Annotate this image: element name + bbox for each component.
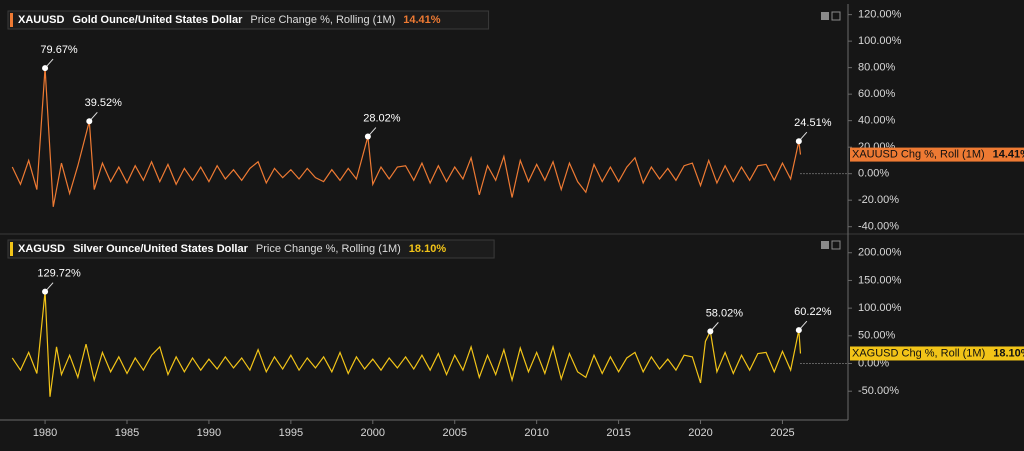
legend-symbol: XAGUSD: [18, 243, 65, 255]
legend-swatch: [10, 13, 13, 27]
annotation-dot: [86, 118, 93, 125]
annotation-dot: [795, 327, 802, 334]
legend-background: [7, 10, 490, 30]
y-tick-label: 0.00%: [858, 168, 889, 180]
annotation-dot: [42, 65, 49, 72]
series-line: [11, 291, 802, 397]
series-line: [11, 68, 802, 207]
x-tick-label: 2005: [442, 427, 466, 439]
panel-icons: [821, 11, 841, 250]
x-tick-label: 2025: [770, 427, 794, 439]
legend-last-label: 18.10%: [409, 243, 447, 255]
legend[interactable]: XAUUSD Gold Ounce/United States Dollar Pri…: [7, 10, 490, 30]
annotation-label: 28.02%: [363, 112, 401, 124]
maximize-icon[interactable]: [831, 240, 841, 250]
x-tick-label: 1980: [33, 427, 57, 439]
x-tick-label: 1985: [115, 427, 139, 439]
legend-swatch: [10, 242, 13, 256]
last-value-tag: XAUUSD Chg %, Roll (1M) 14.41%: [850, 147, 1024, 162]
tag-background: [850, 346, 1024, 361]
legend-last-label: 14.41%: [403, 14, 441, 26]
y-tick-label: 120.00%: [858, 9, 902, 21]
tag-value: 14.41%: [993, 148, 1024, 160]
annotation-label: 60.22%: [794, 306, 832, 318]
x-tick-label: 2015: [606, 427, 630, 439]
x-tick-label: 2000: [361, 427, 385, 439]
y-tick-label: -40.00%: [858, 221, 899, 233]
x-tick-label: 2010: [524, 427, 548, 439]
annotation-label: 24.51%: [794, 117, 832, 129]
annotation-label: 58.02%: [706, 307, 744, 319]
x-tick-label: 1995: [279, 427, 303, 439]
y-tick-label: 60.00%: [858, 88, 896, 100]
annotation-dot: [707, 328, 714, 335]
y-tick-label: 100.00%: [858, 302, 902, 314]
expand-icon[interactable]: [821, 241, 829, 249]
y-tick-label: 50.00%: [858, 330, 896, 342]
legend-background: [7, 239, 495, 259]
legend-name: Silver Ounce/United States Dollar: [73, 243, 249, 255]
legend-measure: Price Change %, Rolling (1M): [250, 14, 395, 26]
x-tick-label: 1990: [197, 427, 221, 439]
y-tick-label: 40.00%: [858, 115, 896, 127]
tag-label: XAGUSD Chg %, Roll (1M): [852, 347, 985, 359]
annotation-dot: [364, 133, 371, 140]
tag-label: XAUUSD Chg %, Roll (1M): [852, 148, 985, 160]
y-tick-label: -20.00%: [858, 194, 899, 206]
maximize-icon[interactable]: [831, 11, 841, 21]
legend-name: Gold Ounce/United States Dollar: [72, 14, 243, 26]
tag-background: [850, 147, 1024, 162]
legend-symbol: XAUUSD: [18, 14, 65, 26]
y-tick-label: 150.00%: [858, 274, 902, 286]
legend[interactable]: XAGUSD Silver Ounce/United States Dollar P…: [7, 239, 495, 259]
x-tick-label: 2020: [688, 427, 712, 439]
annotation-label: 39.52%: [85, 97, 123, 109]
annotation-label: 129.72%: [37, 268, 81, 280]
y-tick-label: -50.00%: [858, 385, 899, 397]
y-tick-label: 80.00%: [858, 62, 896, 74]
y-tick-label: 100.00%: [858, 35, 902, 47]
annotation-label: 79.67%: [40, 44, 78, 56]
tag-value: 18.10%: [993, 347, 1024, 359]
last-value-tag: XAGUSD Chg %, Roll (1M) 18.10%: [850, 346, 1024, 361]
annotation-dot: [42, 288, 49, 295]
legend-measure: Price Change %, Rolling (1M): [256, 243, 401, 255]
annotation-dot: [795, 138, 802, 145]
expand-icon[interactable]: [821, 12, 829, 20]
y-tick-label: 200.00%: [858, 247, 902, 259]
